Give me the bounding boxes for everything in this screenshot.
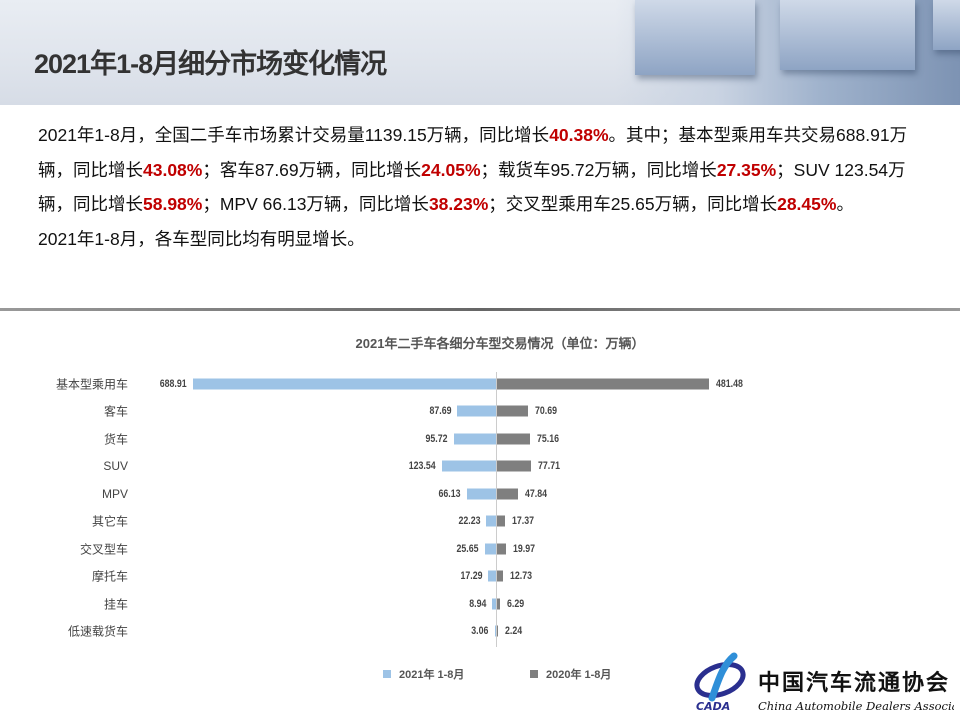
bar-2020	[497, 405, 529, 417]
legend-swatch	[530, 670, 538, 678]
category-label: 其它车	[91, 514, 128, 529]
value-label-2020: 70.69	[535, 405, 558, 418]
summary-segment: ；客车87.69万辆，同比增长	[202, 159, 422, 180]
header-banner: 2021年1-8月细分市场变化情况	[0, 0, 960, 105]
summary-segment: ；SUV 123.54万辆，同比增长	[38, 159, 906, 215]
growth-percent: 27.35%	[716, 159, 777, 180]
summary-segment: ；MPV 66.13万辆，同比增长	[202, 194, 429, 214]
value-label-2020: 17.37	[511, 515, 534, 528]
value-label-2020: 12.73	[509, 570, 532, 583]
decor-cube	[635, 0, 755, 75]
category-label: 客车	[103, 404, 128, 419]
bar-2020	[497, 598, 500, 610]
bar-2020	[497, 543, 506, 555]
cada-logo: CADA 中国汽车流通协会 China Automobile Dealers A…	[694, 652, 954, 713]
butterfly-bar-chart: 2021年二手车各细分车型交易情况（单位：万辆） 基本型乘用车 688.91 481…	[0, 320, 960, 720]
category-label: 摩托车	[91, 569, 128, 584]
category-label: 挂车	[103, 597, 128, 612]
category-label: MPV	[101, 486, 128, 501]
legend-label: 2021年 1-8月	[399, 669, 465, 681]
decor-cube	[933, 0, 960, 50]
bar-2020	[497, 570, 503, 582]
bar-2020	[497, 625, 498, 637]
bar-2021	[466, 488, 496, 500]
category-label: 低速载货车	[67, 624, 128, 639]
bar-2021	[441, 460, 496, 472]
bar-2021	[484, 543, 496, 555]
chart-title: 2021年二手车各细分车型交易情况（单位：万辆）	[355, 336, 645, 351]
growth-percent: 28.45%	[777, 194, 837, 214]
bar-2021	[486, 515, 496, 527]
summary-segment: 2021年1-8月，全国二手车市场累计交易量1139.15万辆，同比增长	[38, 125, 550, 145]
summary-segment: ；交叉型乘用车25.65万辆，同比增长	[488, 194, 778, 214]
value-label-2020: 77.71	[538, 460, 561, 473]
bar-2021	[488, 570, 496, 582]
bar-2020	[497, 460, 532, 472]
value-label-2021: 22.23	[458, 515, 481, 528]
value-label-2020: 2.24	[505, 625, 523, 638]
svg-text:China Automobile Dealers Assoc: China Automobile Dealers Association	[758, 699, 954, 713]
page-title: 2021年1-8月细分市场变化情况	[34, 49, 387, 79]
value-label-2020: 47.84	[525, 487, 548, 500]
value-label-2021: 87.69	[429, 405, 452, 418]
value-label-2021: 8.94	[468, 597, 487, 610]
value-label-2021: 25.65	[456, 542, 479, 555]
bar-2021	[457, 405, 496, 417]
bar-2021	[453, 433, 496, 445]
value-label-2021: 123.54	[408, 460, 436, 473]
value-label-2021: 688.91	[160, 378, 187, 390]
category-label: 基本型乘用车	[55, 377, 128, 392]
bar-2021	[494, 625, 496, 637]
growth-percent: 43.08%	[143, 159, 203, 180]
legend-2020: 2020年 1-8月	[530, 666, 611, 682]
growth-percent: 24.05%	[421, 159, 481, 180]
growth-percent: 58.98%	[143, 194, 203, 214]
value-label-2021: 3.06	[471, 625, 489, 638]
value-label-2021: 95.72	[425, 432, 448, 445]
growth-percent: 38.23%	[428, 194, 489, 214]
value-label-2020: 19.97	[512, 542, 535, 555]
summary-segment: 。	[836, 194, 854, 214]
decor-cube	[780, 0, 915, 70]
bar-2020	[497, 515, 505, 527]
bar-2020	[497, 378, 709, 390]
value-label-2021: 17.29	[460, 570, 483, 583]
value-label-2021: 66.13	[438, 487, 461, 500]
center-axis	[496, 372, 497, 647]
category-label: SUV	[103, 459, 128, 474]
legend-2021: 2021年 1-8月	[383, 666, 464, 682]
legend-label: 2020年 1-8月	[546, 669, 612, 681]
bar-2021	[193, 378, 496, 390]
summary-segment: 。其中；基本型乘用车共交易688.91万辆，同比增长	[38, 125, 908, 180]
bar-2020	[497, 433, 531, 445]
svg-text:中国汽车流通协会: 中国汽车流通协会	[758, 670, 950, 696]
value-label-2020: 75.16	[537, 432, 560, 445]
value-label-2020: 6.29	[506, 597, 524, 610]
category-label: 交叉型车	[79, 542, 128, 557]
growth-percent: 40.38%	[549, 125, 609, 145]
summary-paragraph-2: 2021年1-8月，各车型同比均有明显增长。	[38, 228, 365, 249]
category-label: 货车	[103, 432, 128, 447]
bar-2020	[497, 488, 519, 500]
divider	[0, 308, 960, 311]
summary-paragraph-1: 2021年1-8月，全国二手车市场累计交易量1139.15万辆，同比增长40.3…	[38, 118, 923, 222]
summary-text: 2021年1-8月，全国二手车市场累计交易量1139.15万辆，同比增长40.3…	[38, 118, 923, 256]
value-label-2020: 481.48	[715, 378, 743, 390]
svg-text:CADA: CADA	[696, 700, 730, 713]
header-decoration	[615, 0, 960, 105]
bar-2021	[492, 598, 496, 610]
summary-segment: ；载货车95.72万辆，同比增长	[480, 159, 717, 180]
legend-swatch	[383, 670, 391, 678]
